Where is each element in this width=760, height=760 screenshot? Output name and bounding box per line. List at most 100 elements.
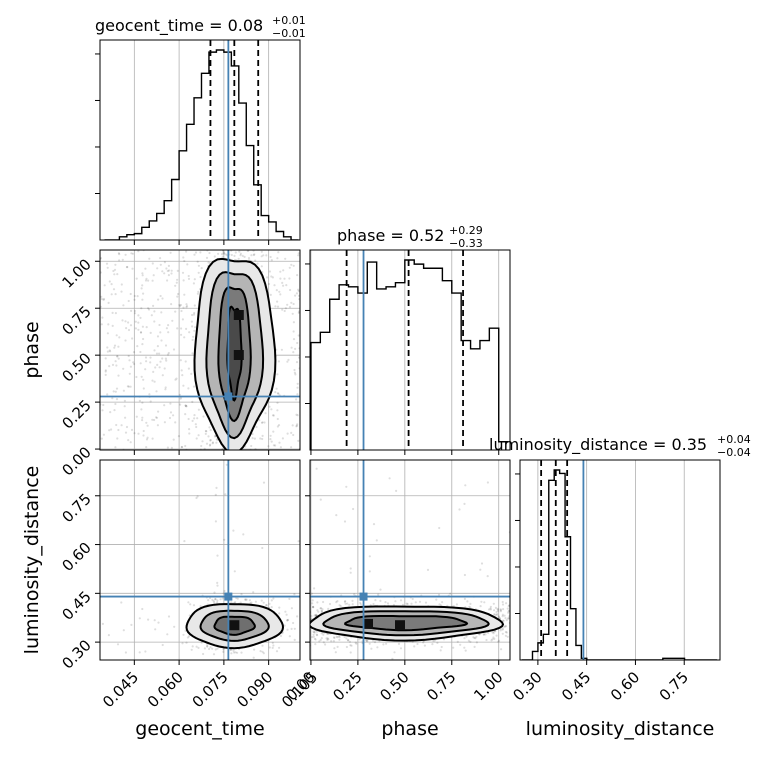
sample-point (185, 327, 188, 330)
sample-point (179, 359, 182, 362)
sample-point (346, 639, 350, 642)
sample-point (286, 628, 289, 631)
sample-point (352, 507, 355, 511)
sample-point (117, 357, 120, 360)
sample-point (268, 602, 271, 606)
sample-point (275, 650, 279, 653)
sample-point (117, 428, 120, 432)
sample-point (268, 405, 271, 408)
hist-bar-geocent_time (179, 151, 186, 240)
sample-point (222, 650, 225, 654)
sample-point (343, 520, 347, 523)
sample-point (285, 624, 287, 626)
sample-point (190, 320, 193, 323)
hist-bar-luminosity_distance (560, 473, 565, 660)
sample-point (260, 250, 263, 253)
sample-point (397, 642, 401, 646)
sample-point (194, 423, 197, 426)
sample-point (482, 633, 485, 636)
density-peak (395, 620, 405, 631)
sample-point (181, 318, 184, 321)
sample-point (271, 414, 275, 417)
sample-point (449, 592, 452, 595)
sample-point (158, 352, 161, 355)
sample-point (293, 368, 296, 372)
sample-point (290, 446, 293, 449)
sample-point (219, 478, 221, 480)
sample-point (121, 319, 124, 322)
sample-point (180, 333, 183, 336)
sample-point (254, 600, 257, 603)
sample-point (236, 236, 238, 238)
hist-bar-geocent_time (276, 232, 283, 240)
sample-point (205, 476, 207, 478)
sample-point (182, 633, 185, 636)
sample-point (172, 414, 175, 417)
sample-point (196, 292, 199, 295)
sample-point (507, 611, 510, 614)
sample-point (159, 257, 162, 260)
sample-point (133, 362, 136, 366)
sample-point (307, 613, 309, 615)
sample-point (259, 468, 261, 470)
sample-point (234, 601, 237, 604)
sample-point (186, 636, 189, 639)
sample-point (268, 270, 271, 273)
sample-point (252, 591, 255, 594)
sample-point (270, 440, 273, 443)
sample-point (233, 570, 236, 573)
sample-point (112, 390, 115, 393)
sample-point (504, 630, 507, 634)
sample-point (288, 266, 291, 269)
sample-point (199, 605, 202, 608)
sample-point (193, 304, 196, 307)
sample-point (343, 600, 346, 604)
sample-point (233, 523, 235, 525)
sample-point (159, 331, 162, 334)
sample-point (129, 292, 132, 296)
sample-point (277, 251, 280, 254)
sample-point (205, 442, 209, 445)
sample-point (432, 639, 435, 642)
sample-point (192, 604, 196, 607)
sample-point (187, 635, 191, 638)
sample-point (504, 625, 507, 628)
sample-point (225, 503, 227, 505)
x-tick-label-geocent_time: 0.075 (189, 668, 232, 711)
sample-point (146, 424, 149, 427)
sample-point (365, 639, 368, 642)
sample-point (240, 651, 243, 654)
sample-point (163, 421, 166, 424)
sample-point (297, 540, 300, 543)
sample-point (292, 433, 295, 437)
sample-point (480, 600, 483, 603)
y-tick-label-luminosity_distance: 0.60 (58, 539, 94, 575)
sample-point (202, 474, 204, 476)
sample-point (474, 637, 477, 640)
sample-point (469, 606, 472, 609)
sample-point (131, 337, 134, 340)
sample-point (247, 257, 251, 260)
sample-point (170, 303, 173, 306)
sample-point (238, 206, 240, 208)
sample-point (129, 324, 133, 327)
sample-point (241, 254, 244, 257)
ylabel-phase: phase (21, 321, 43, 378)
sample-point (348, 603, 351, 606)
sample-point (122, 367, 125, 370)
sample-point (499, 608, 502, 611)
sample-point (212, 513, 214, 515)
sample-point (311, 606, 315, 609)
sample-point (292, 616, 294, 618)
sample-point (207, 261, 210, 264)
sample-point (523, 624, 525, 626)
sample-point (100, 323, 103, 326)
sample-point (158, 323, 161, 327)
sample-point (280, 615, 282, 617)
sample-point (102, 433, 105, 436)
sample-point (501, 600, 504, 604)
sample-point (224, 253, 228, 256)
sample-point (256, 472, 258, 474)
sample-point (185, 405, 188, 408)
sample-point (230, 247, 232, 249)
